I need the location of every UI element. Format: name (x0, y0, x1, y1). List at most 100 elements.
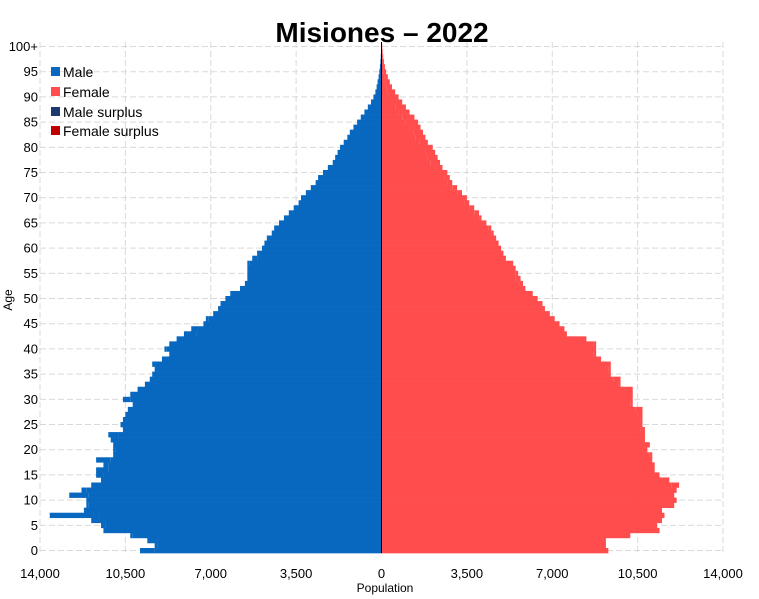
bar-male (322, 170, 382, 176)
bar-female (381, 427, 641, 433)
bar-female (381, 104, 396, 110)
bar-female-surplus (427, 154, 438, 161)
bar-female (381, 200, 465, 206)
bar-female-surplus (435, 164, 443, 171)
bar-male (130, 396, 382, 403)
bar-female-surplus (384, 74, 388, 80)
y-tick-label: 55 (24, 266, 38, 281)
bar-male (347, 134, 382, 141)
y-tick-label: 100+ (9, 39, 38, 54)
bar-female (381, 109, 399, 115)
x-tick-label: 3,500 (280, 566, 313, 581)
legend-label-male: Male (63, 64, 94, 80)
bar-female-surplus (637, 411, 643, 418)
bar-female (381, 326, 565, 332)
bar-female (381, 442, 650, 448)
bar-female-surplus (522, 285, 526, 292)
bar-female (381, 401, 631, 408)
bar-male-surplus (205, 316, 209, 322)
bar-female (381, 462, 655, 468)
bar-male (105, 522, 382, 529)
bar-female (381, 180, 448, 186)
bar-male (169, 341, 382, 347)
bar-female (381, 245, 502, 251)
bar-female-surplus (593, 341, 597, 347)
bar-male-surplus (96, 457, 111, 463)
bar-female (381, 270, 516, 277)
bar-female (381, 482, 672, 488)
bar-female-surplus (389, 94, 399, 100)
legend-label-female-surplus: Female surplus (63, 123, 159, 139)
bar-male (230, 290, 382, 297)
bar-male (118, 432, 382, 438)
bar-male-surplus (108, 432, 119, 438)
bar-female (381, 175, 445, 181)
bar-male-surplus (113, 447, 116, 453)
bar-female (381, 537, 606, 544)
bar-female (381, 411, 638, 418)
bar-male (380, 59, 382, 65)
bar-male (218, 306, 382, 312)
bar-female-surplus (630, 401, 633, 408)
bar-female (381, 331, 567, 337)
bar-female-surplus (444, 175, 450, 181)
chart-title: Misiones – 2022 (275, 17, 488, 48)
bar-male (157, 542, 382, 549)
bar-female (381, 356, 602, 362)
bar-female (381, 190, 458, 196)
bar-male (108, 467, 382, 473)
bar-female (381, 290, 533, 297)
bar-female (381, 114, 403, 120)
bar-female-surplus (419, 139, 428, 146)
bar-male (125, 411, 382, 418)
x-axis-label: Population (357, 581, 414, 595)
bar-female (381, 306, 545, 312)
bar-female-surplus (422, 144, 433, 151)
y-axis-label: Age (1, 289, 15, 311)
bar-male (88, 492, 382, 498)
bar-female (381, 215, 480, 221)
bar-female (381, 472, 660, 478)
bar-female-surplus (469, 205, 475, 211)
bar-female (381, 386, 626, 393)
x-tick-label: 10,500 (105, 566, 145, 581)
bar-male-surplus (130, 532, 133, 539)
bar-female (381, 296, 538, 302)
bar-female (381, 381, 619, 388)
bar-male (220, 301, 382, 307)
bar-male (137, 386, 382, 393)
bar-female (381, 235, 497, 241)
bar-male (357, 119, 382, 125)
bar-male (271, 230, 382, 236)
bar-female-surplus (640, 427, 645, 433)
bar-female-surplus (515, 270, 519, 277)
bar-male (120, 422, 382, 428)
bar-female (381, 255, 506, 262)
bar-female (381, 260, 514, 267)
bar-female-surplus (457, 190, 462, 196)
bar-female (381, 275, 516, 282)
bar-male (293, 205, 382, 211)
y-tick-label: 20 (24, 442, 38, 457)
bar-female (381, 406, 636, 413)
bar-male (257, 255, 382, 262)
bar-female (381, 346, 597, 352)
bar-male (213, 311, 382, 317)
bar-female (381, 502, 675, 508)
bar-male (157, 537, 382, 544)
bar-male (115, 447, 382, 453)
bar-female (381, 497, 677, 503)
x-tick-label: 14,000 (20, 566, 60, 581)
bar-female-surplus (385, 79, 390, 85)
bar-male-surplus (257, 250, 260, 256)
bar-male (203, 321, 382, 327)
bar-female (381, 341, 594, 347)
bar-female (381, 94, 390, 100)
bar-male-surplus (140, 548, 155, 554)
legend-label-male-surplus: Male surplus (63, 104, 142, 120)
bar-male (279, 220, 382, 226)
bar-male (196, 331, 382, 337)
bar-male (166, 346, 382, 352)
bar-male (132, 401, 382, 408)
y-tick-label: 70 (24, 190, 38, 205)
